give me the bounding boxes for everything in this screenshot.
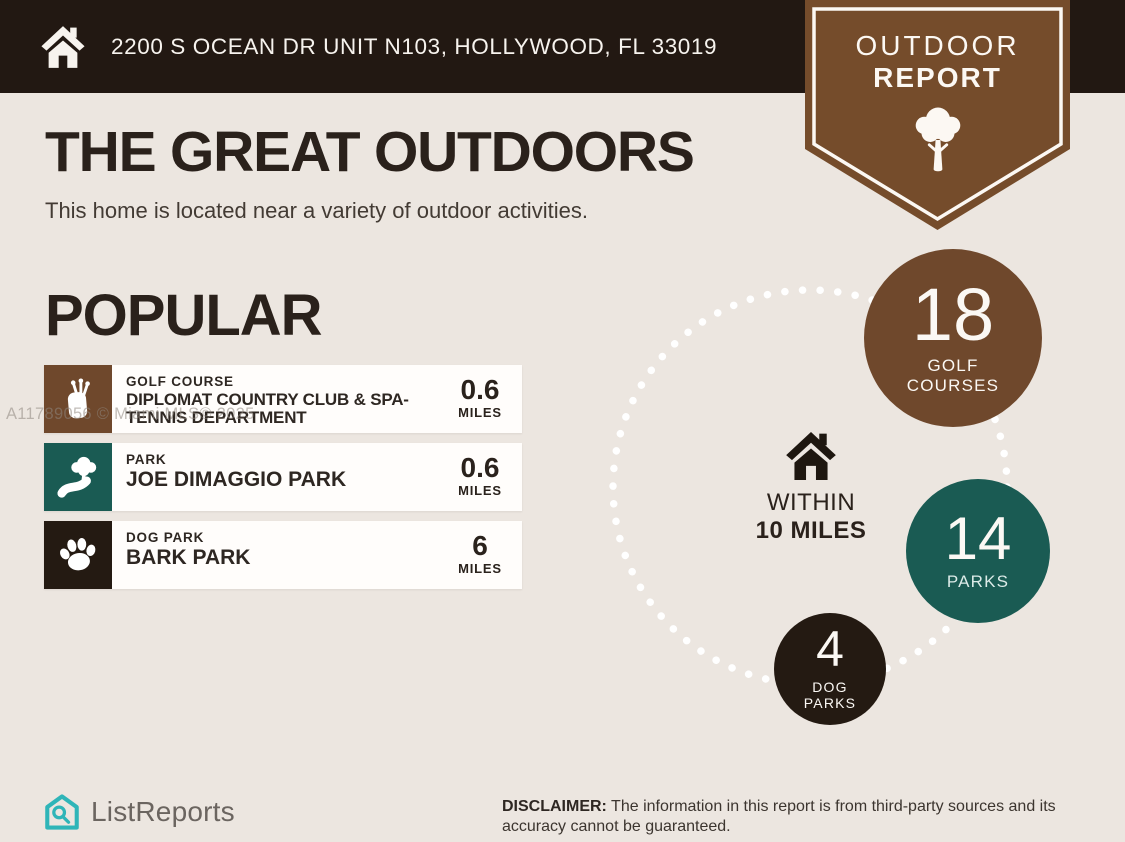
item-text: DOG PARK BARK PARK (112, 521, 438, 589)
stat-circle-golf-courses: 18 GOLF COURSES (864, 249, 1042, 427)
item-distance: 0.6 MILES (438, 365, 522, 433)
park-icon (57, 456, 97, 498)
popular-heading: POPULAR (45, 283, 323, 348)
house-icon (786, 432, 836, 480)
home-icon (41, 25, 85, 68)
brand-name: ListReports (91, 796, 235, 827)
property-address: 2200 S OCEAN DR UNIT N103, HOLLYWOOD, FL… (111, 33, 718, 59)
item-category: PARK (126, 452, 167, 467)
listreports-house-icon (45, 794, 79, 830)
stat-value: 14 (944, 504, 1012, 572)
stat-circle-dog-parks: 4 DOG PARKS (774, 613, 886, 725)
list-item-dog-park: DOG PARK BARK PARK 6 MILES (44, 521, 522, 589)
item-name: BARK PARK (126, 546, 251, 569)
stat-value: 18 (911, 273, 995, 357)
within-line1: WITHIN (766, 489, 856, 516)
disclaimer: DISCLAIMER: The information in this repo… (502, 797, 1087, 838)
distance-unit: MILES (458, 561, 502, 576)
item-distance: 0.6 MILES (438, 443, 522, 511)
paw-icon (60, 537, 96, 571)
distance-unit: MILES (458, 483, 502, 498)
stat-label: PARKS (946, 571, 1010, 591)
within-line2: 10 MILES (755, 517, 867, 544)
dog-park-tile (44, 521, 112, 589)
distance-value: 0.6 (460, 452, 500, 483)
tree-icon (915, 107, 960, 172)
page-subtitle: This home is located near a variety of o… (45, 198, 588, 223)
stat-value: 4 (816, 621, 844, 678)
item-name: JOE DIMAGGIO PARK (126, 468, 347, 491)
page-title: THE GREAT OUTDOORS (45, 120, 695, 184)
item-category: DOG PARK (126, 530, 205, 545)
item-name: DIPLOMAT COUNTRY CLUB & SPA-TENNIS DEPAR… (126, 390, 409, 428)
listreports-logo: ListReports (44, 793, 235, 831)
stat-label: GOLF COURSES (906, 355, 1000, 395)
item-text: PARK JOE DIMAGGIO PARK (112, 443, 438, 511)
badge-line2: REPORT (873, 62, 1002, 93)
outdoor-report-badge: OUTDOOR REPORT (805, 0, 1070, 236)
disclaimer-label: DISCLAIMER: (502, 798, 607, 815)
disclaimer-text: The information in this report is from t… (502, 798, 1056, 836)
distance-value: 0.6 (460, 374, 500, 405)
item-distance: 6 MILES (438, 521, 522, 589)
golf-bag-icon (67, 378, 90, 419)
distance-value: 6 (472, 530, 488, 561)
item-text: GOLF COURSE DIPLOMAT COUNTRY CLUB & SPA-… (112, 365, 438, 433)
park-tile (44, 443, 112, 511)
badge-line1: OUTDOOR (855, 30, 1020, 61)
popular-list: GOLF COURSE DIPLOMAT COUNTRY CLUB & SPA-… (44, 365, 522, 589)
stat-label: DOG PARKS (803, 678, 857, 712)
golf-tile (44, 365, 112, 433)
list-item-golf-course: GOLF COURSE DIPLOMAT COUNTRY CLUB & SPA-… (44, 365, 522, 433)
within-radius-label: WITHIN 10 MILES (733, 432, 889, 545)
list-item-park: PARK JOE DIMAGGIO PARK 0.6 MILES (44, 443, 522, 511)
stat-circle-parks: 14 PARKS (906, 479, 1050, 623)
item-category: GOLF COURSE (126, 374, 234, 389)
distance-unit: MILES (458, 405, 502, 420)
